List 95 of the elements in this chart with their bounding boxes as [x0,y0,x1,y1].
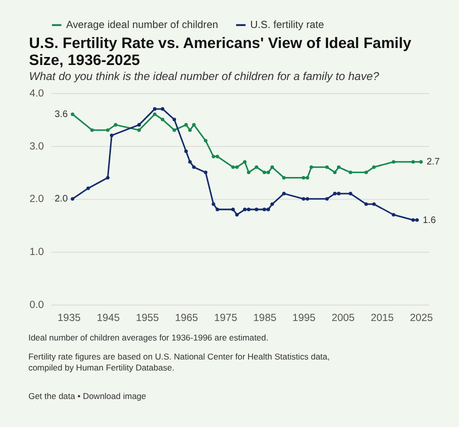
point [310,165,314,169]
point [114,123,118,127]
x-tick-label: 2005 [332,313,355,324]
point [302,197,306,201]
data-label: 1.6 [422,214,436,226]
legend-label: U.S. fertility rate [250,20,324,31]
y-tick-label: 4.0 [29,88,44,100]
point [246,170,250,174]
point [266,208,270,212]
point [212,202,216,206]
point [204,170,208,174]
x-tick-label: 1975 [214,313,238,324]
point [364,170,368,174]
point [152,107,157,111]
chart-title: U.S. Fertility Rate vs. Americans' View of Ideal Family Size, 1936-2025 [29,34,412,69]
point [333,192,337,196]
point [231,208,235,212]
x-tick-label: 1955 [136,313,160,324]
y-tick-label: 0.0 [29,300,44,311]
point [184,123,188,127]
y-tick-label: 1.0 [29,247,44,258]
point [243,160,247,164]
point [348,192,352,196]
point [270,165,274,169]
point [137,128,141,132]
point [254,208,258,212]
point [262,208,266,212]
x-tick-label: 1985 [253,313,277,324]
point [106,128,110,132]
point [86,186,90,190]
point [90,128,94,132]
point [172,118,176,122]
point [188,160,192,164]
x-tick-label: 2015 [370,313,394,324]
point [411,218,415,222]
point [336,165,341,169]
point [137,123,141,127]
point [70,112,74,116]
point [333,170,337,174]
point [160,107,164,111]
point [246,208,250,212]
point [184,150,188,154]
point [192,123,196,127]
point [372,202,376,206]
point [306,197,310,201]
point [419,160,423,164]
point [204,138,208,142]
x-tick-label: 1995 [292,313,316,324]
point [415,218,419,222]
point [216,208,220,212]
chart-subtitle: What do you think is the ideal number of children for a family to have? [29,70,380,83]
point [306,176,310,180]
point [270,202,274,206]
point [192,165,196,169]
point [110,134,114,138]
legend-label: Average ideal number of children [66,20,218,31]
point [282,192,286,196]
text: Ideal number of children averages for 1936-1996 are estimated. [28,332,268,343]
point [348,170,352,174]
point [188,128,192,132]
point [325,197,329,201]
point [302,176,306,180]
point [231,165,235,169]
point [216,154,220,158]
data-label: 2.7 [426,156,440,168]
y-tick-label: 3.0 [29,141,44,152]
data-label: 2.0 [54,194,68,205]
point [235,212,239,216]
point [152,112,157,116]
point [160,118,164,122]
point [336,192,341,196]
point [325,165,329,169]
point [392,160,396,164]
data-label: 3.6 [54,109,68,120]
point [411,160,415,164]
point [254,165,258,169]
point [235,165,239,169]
point [106,176,110,180]
x-tick-label: 1965 [174,313,198,324]
text: Fertility rate figures are based on U.S. National Center for Health Statistics data, compiled by Human Fertility Database. [28,351,330,373]
x-tick-label: 1945 [96,313,120,324]
point [262,170,266,174]
y-tick-label: 2.0 [29,194,44,206]
point [392,212,396,216]
point [212,154,216,158]
point [172,128,176,132]
x-tick-label: 1935 [58,313,81,324]
point [282,176,286,180]
point [266,170,270,174]
point [372,165,376,169]
point [364,202,368,206]
point [70,197,74,201]
text: Get the data • Download image [28,391,146,402]
point [243,208,247,212]
x-tick-label: 2025 [410,313,434,324]
